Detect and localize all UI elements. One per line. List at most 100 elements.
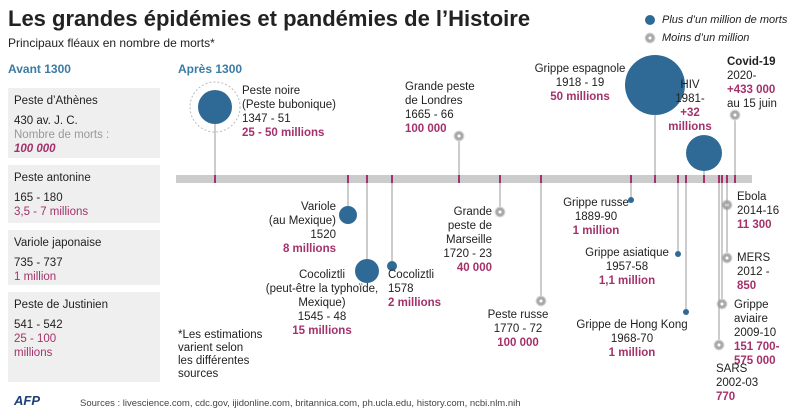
timeline-tick bbox=[685, 175, 687, 183]
bubble-dot bbox=[725, 256, 729, 260]
bubble-dot bbox=[717, 343, 721, 347]
event-text: Grippe espagnole bbox=[534, 63, 626, 75]
timeline-tick bbox=[721, 175, 723, 183]
event-note: au 15 juin bbox=[727, 98, 777, 110]
box-bg bbox=[8, 88, 160, 158]
event-deaths: +32 bbox=[680, 107, 700, 119]
before-item: Peste d’Athènes 430 av. J. C. Nombre de mo… bbox=[14, 94, 109, 156]
event-deaths: 50 millions bbox=[550, 91, 610, 103]
event-deaths: 100 000 bbox=[497, 337, 539, 349]
event-text: de Londres bbox=[405, 95, 463, 107]
event-label: Grippe aviaire 2009-10 151 700- 575 000 bbox=[734, 298, 779, 368]
event-text: Cocoliztli bbox=[388, 269, 435, 281]
timeline-tick bbox=[654, 175, 656, 183]
event-deaths: 151 700- bbox=[734, 341, 780, 353]
event-text: Grande bbox=[453, 206, 492, 218]
box-bg bbox=[8, 165, 160, 223]
event-text: Covid-19 bbox=[727, 56, 776, 68]
event-text: Grippe bbox=[734, 299, 769, 311]
sources: Sources : livescience.com, cdc.gov, ijid… bbox=[80, 398, 521, 409]
event-deaths: 850 bbox=[737, 280, 757, 292]
event-text: (au Mexique) bbox=[268, 215, 336, 227]
event-text: 1770 - 72 bbox=[493, 323, 543, 335]
timeline-tick bbox=[718, 175, 720, 183]
bubble bbox=[683, 309, 689, 315]
event-text: Ebola bbox=[737, 191, 767, 203]
box-bg bbox=[8, 292, 160, 382]
timeline-tick bbox=[726, 175, 728, 183]
event-text: Peste russe bbox=[487, 309, 549, 321]
event-text: Cocoliztli bbox=[298, 269, 346, 281]
event-deaths: 1 million bbox=[572, 225, 620, 237]
event-text: HIV bbox=[680, 79, 700, 91]
title: Les grandes épidémies et pandémies de l’… bbox=[8, 6, 531, 31]
timeline-tick bbox=[734, 175, 736, 183]
event-label: Variole (au Mexique) 1520 8 millions bbox=[269, 200, 336, 256]
event-text: 1889-90 bbox=[574, 211, 618, 223]
event-label: Cocoliztli 1578 2 millions bbox=[388, 268, 441, 310]
event-text: 1968-70 bbox=[610, 333, 654, 345]
bubble bbox=[645, 15, 655, 25]
event-label: Grippe espagnole 1918 - 19 50 millions bbox=[535, 62, 626, 104]
event-text: 1981- bbox=[675, 93, 705, 105]
heading-after: Après 1300 bbox=[178, 62, 243, 76]
event-text: 1918 - 19 bbox=[555, 77, 605, 89]
before-item: Peste de Justinien 541 - 542 25 - 100 milli… bbox=[14, 298, 108, 360]
event-deaths: 25 - 50 millions bbox=[242, 127, 325, 139]
event-text: 1520 bbox=[310, 229, 336, 241]
timeline-tick bbox=[347, 175, 349, 183]
event-text: Marseille bbox=[445, 234, 492, 246]
event-text: MERS bbox=[737, 252, 771, 264]
bubble bbox=[387, 261, 397, 271]
event-text: Variole bbox=[301, 201, 336, 213]
event-deaths: 575 000 bbox=[734, 355, 776, 367]
item-dates: 541 - 542 bbox=[14, 319, 63, 331]
item-deaths: millions bbox=[14, 347, 53, 359]
event-deaths: 2 millions bbox=[388, 297, 442, 309]
event-text: (Peste bubonique) bbox=[242, 99, 336, 111]
event-text: Grippe russe bbox=[563, 197, 629, 209]
bubble-ring bbox=[189, 81, 241, 133]
timeline-tick bbox=[366, 175, 368, 183]
event-text: 1347 - 51 bbox=[242, 113, 291, 125]
event-text: 1545 - 48 bbox=[297, 311, 347, 323]
event-text: SARS bbox=[716, 363, 748, 375]
footnote-line: les différentes bbox=[178, 355, 250, 367]
item-deaths: 25 - 100 bbox=[14, 333, 57, 345]
box-bg bbox=[8, 230, 160, 285]
bubble bbox=[625, 55, 685, 115]
before-item: Peste antonine 165 - 180 3,5 - 7 millions bbox=[14, 171, 91, 219]
before-item: Variole japonaise 735 - 737 1 million bbox=[14, 236, 101, 284]
bubble bbox=[686, 135, 722, 171]
timeline-tick bbox=[703, 175, 705, 183]
item-dates: 430 av. J. C. bbox=[14, 115, 78, 127]
event-text: peste de bbox=[447, 220, 492, 232]
event-text: Grippe de Hong Kong bbox=[576, 319, 688, 331]
legend-large: Plus d’un million de morts bbox=[662, 14, 788, 26]
item-dates: 165 - 180 bbox=[14, 192, 63, 204]
item-dates: 735 - 737 bbox=[14, 257, 63, 269]
event-label: Grippe de Hong Kong 1968-70 1 million bbox=[576, 318, 687, 360]
event-text: 2002-03 bbox=[716, 377, 759, 389]
event-deaths: 1,1 million bbox=[598, 275, 656, 287]
event-text: aviaire bbox=[734, 313, 768, 325]
bubble-dot bbox=[457, 134, 461, 138]
event-deaths: 15 millions bbox=[292, 325, 352, 337]
item-name: Peste d’Athènes bbox=[14, 95, 98, 107]
event-label: MERS 2012 - 850 bbox=[737, 251, 770, 293]
item-name: Variole japonaise bbox=[14, 237, 102, 249]
legend-small: Moins d’un million bbox=[662, 32, 750, 44]
event-deaths: 1 million bbox=[608, 347, 656, 359]
event-text: 2009-10 bbox=[734, 327, 777, 339]
timeline-tick bbox=[214, 175, 216, 183]
event-text: (peut-être la typhoïde, bbox=[265, 283, 379, 295]
subtitle: Principaux fléaux en nombre de morts* bbox=[8, 36, 215, 50]
event-text: Grande peste bbox=[405, 81, 475, 93]
footnote-line: sources bbox=[178, 368, 219, 380]
event-label: Ebola 2014-16 11 300 bbox=[737, 190, 779, 232]
item-deaths: 1 million bbox=[14, 271, 57, 283]
event-label: Grippe russe 1889-90 1 million bbox=[563, 196, 629, 238]
event-text: 1957-58 bbox=[605, 261, 649, 273]
event-text: Mexique) bbox=[298, 297, 346, 309]
event-deaths: 11 300 bbox=[737, 219, 772, 231]
